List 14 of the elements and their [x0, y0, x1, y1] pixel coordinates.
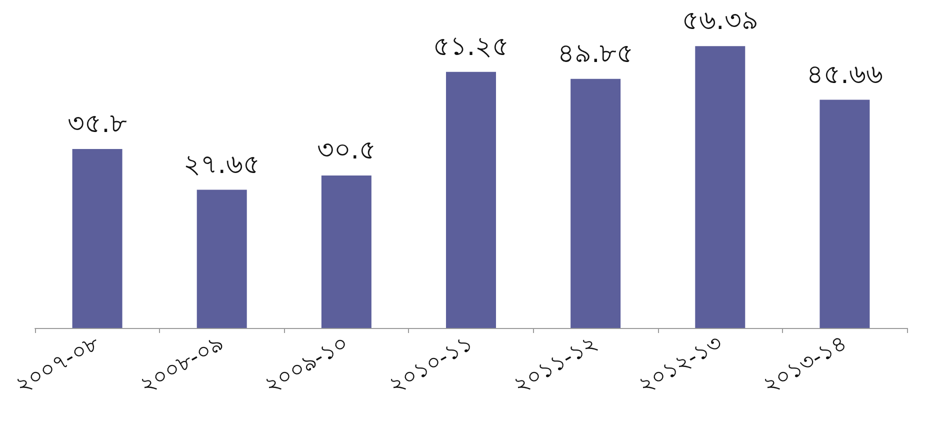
- data-label: ৪৯.৮৫: [557, 38, 634, 69]
- data-label: ৪৫.৬৬: [806, 60, 883, 90]
- data-label: ৫১.২৫: [432, 32, 510, 62]
- bar: [196, 190, 247, 328]
- bar: [72, 149, 122, 328]
- data-label: ৩৫.৮: [68, 109, 127, 140]
- bar: [570, 78, 621, 328]
- data-label: ২৭.৬৫: [184, 150, 260, 180]
- bar: [321, 176, 372, 328]
- data-label: ৫৬.৩৯: [682, 6, 758, 36]
- bar: [695, 46, 746, 328]
- bar: [446, 72, 496, 328]
- data-label: ৩০.৫: [316, 136, 376, 166]
- bar: [820, 100, 870, 328]
